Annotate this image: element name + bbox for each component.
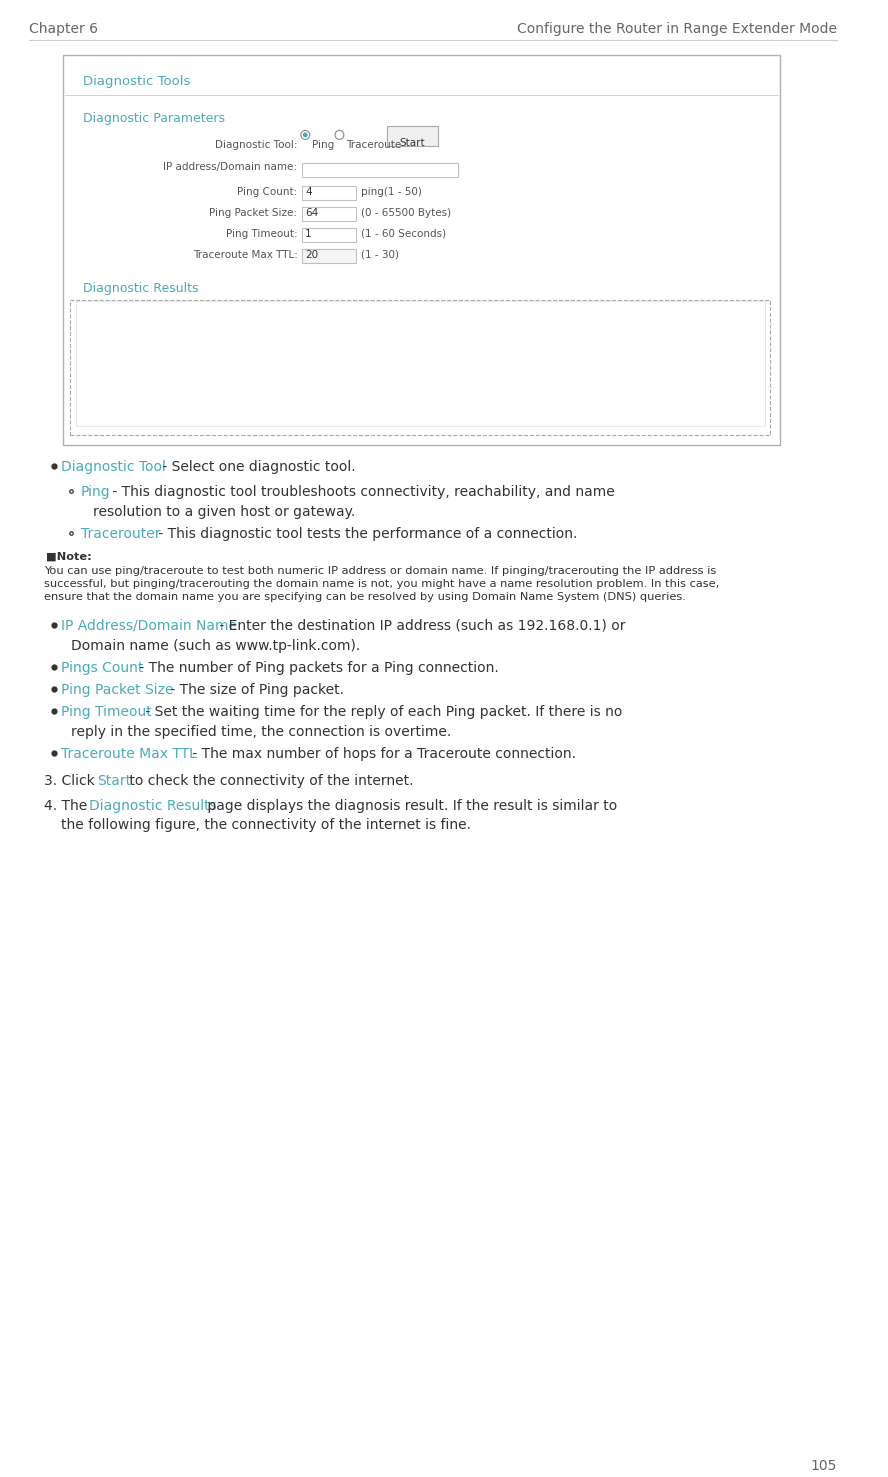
Text: 20: 20 (305, 250, 319, 260)
FancyBboxPatch shape (70, 300, 771, 434)
Text: ■Note:: ■Note: (46, 552, 91, 561)
Text: Diagnostic Tool:: Diagnostic Tool: (215, 140, 297, 149)
Text: Traceroute: Traceroute (346, 140, 401, 149)
Text: Traceroute Max TTL:: Traceroute Max TTL: (193, 250, 297, 260)
Text: Diagnostic Results: Diagnostic Results (89, 799, 217, 812)
Text: 4: 4 (305, 188, 312, 196)
FancyBboxPatch shape (63, 55, 781, 445)
Text: Diagnostic Tool: Diagnostic Tool (61, 459, 166, 474)
Text: Traceroute Max TTL: Traceroute Max TTL (61, 746, 197, 761)
Text: 4. The: 4. The (44, 799, 91, 812)
Text: 3. Click: 3. Click (44, 774, 99, 787)
FancyBboxPatch shape (302, 227, 356, 242)
Text: Ping: Ping (81, 484, 111, 499)
Text: - The size of Ping packet.: - The size of Ping packet. (166, 682, 344, 697)
Text: Ping: Ping (312, 140, 335, 149)
Text: successful, but pinging/tracerouting the domain name is not, you might have a na: successful, but pinging/tracerouting the… (44, 579, 719, 589)
Text: Ping Packet Size: Ping Packet Size (61, 682, 174, 697)
Text: Pings Count: Pings Count (61, 660, 144, 675)
Text: - Enter the destination IP address (such as 192.168.0.1) or: - Enter the destination IP address (such… (215, 619, 625, 632)
FancyBboxPatch shape (387, 126, 438, 146)
Text: 64: 64 (305, 208, 319, 219)
Text: IP address/Domain name:: IP address/Domain name: (163, 162, 297, 171)
Text: ensure that the domain name you are specifying can be resolved by using Domain N: ensure that the domain name you are spec… (44, 592, 686, 601)
Text: Chapter 6: Chapter 6 (29, 22, 99, 35)
Circle shape (301, 130, 310, 139)
Text: - This diagnostic tool tests the performance of a connection.: - This diagnostic tool tests the perform… (155, 527, 577, 541)
Text: - The max number of hops for a Traceroute connection.: - The max number of hops for a Tracerout… (188, 746, 576, 761)
Text: IP Address/Domain Name: IP Address/Domain Name (61, 619, 237, 632)
Text: Start: Start (98, 774, 131, 787)
FancyBboxPatch shape (302, 186, 356, 199)
Text: Ping Timeout:: Ping Timeout: (226, 229, 297, 239)
Text: page displays the diagnosis result. If the result is similar to: page displays the diagnosis result. If t… (202, 799, 617, 812)
Text: - Set the waiting time for the reply of each Ping packet. If there is no: - Set the waiting time for the reply of … (141, 705, 622, 719)
Text: Configure the Router in Range Extender Mode: Configure the Router in Range Extender M… (517, 22, 836, 35)
Text: - This diagnostic tool troubleshoots connectivity, reachability, and name: - This diagnostic tool troubleshoots con… (108, 484, 615, 499)
Text: the following figure, the connectivity of the internet is fine.: the following figure, the connectivity o… (61, 818, 472, 833)
Text: 1: 1 (305, 229, 312, 239)
Text: Ping Count:: Ping Count: (237, 188, 297, 196)
Text: to check the connectivity of the internet.: to check the connectivity of the interne… (125, 774, 413, 787)
Text: - The number of Ping packets for a Ping connection.: - The number of Ping packets for a Ping … (135, 660, 498, 675)
FancyBboxPatch shape (302, 162, 458, 177)
Text: Domain name (such as www.tp-link.com).: Domain name (such as www.tp-link.com). (71, 638, 361, 653)
Text: Start: Start (400, 137, 425, 148)
FancyBboxPatch shape (302, 248, 356, 263)
FancyBboxPatch shape (302, 207, 356, 222)
FancyBboxPatch shape (76, 301, 765, 425)
Text: Ping Timeout: Ping Timeout (61, 705, 152, 719)
Text: You can use ping/traceroute to test both numeric IP address or domain name. If p: You can use ping/traceroute to test both… (44, 566, 716, 576)
Circle shape (335, 130, 344, 139)
Text: (1 - 60 Seconds): (1 - 60 Seconds) (361, 229, 446, 239)
Text: Tracerouter: Tracerouter (81, 527, 161, 541)
Text: (0 - 65500 Bytes): (0 - 65500 Bytes) (361, 208, 451, 219)
Text: Diagnostic Tools: Diagnostic Tools (83, 75, 190, 89)
Text: - Select one diagnostic tool.: - Select one diagnostic tool. (158, 459, 355, 474)
Text: reply in the specified time, the connection is overtime.: reply in the specified time, the connect… (71, 725, 451, 738)
Circle shape (303, 133, 308, 137)
Text: Diagnostic Results: Diagnostic Results (83, 282, 198, 295)
Text: Diagnostic Parameters: Diagnostic Parameters (83, 112, 225, 126)
Text: resolution to a given host or gateway.: resolution to a given host or gateway. (92, 505, 355, 518)
Text: ping(1 - 50): ping(1 - 50) (361, 188, 422, 196)
Text: 105: 105 (811, 1459, 836, 1473)
Text: (1 - 30): (1 - 30) (361, 250, 399, 260)
Text: Ping Packet Size:: Ping Packet Size: (210, 208, 297, 219)
